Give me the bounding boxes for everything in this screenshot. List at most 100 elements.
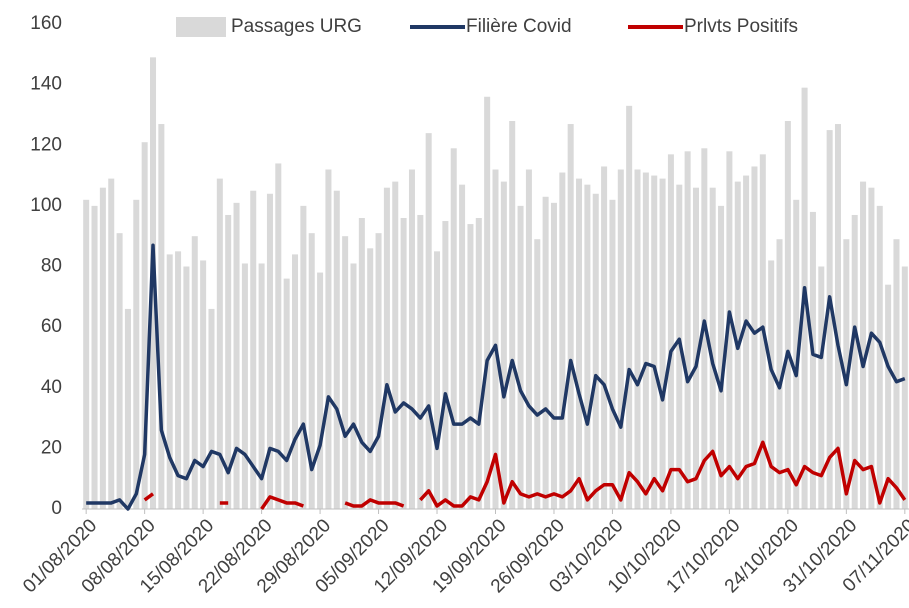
bar xyxy=(851,214,858,509)
bar xyxy=(793,199,800,509)
legend-swatch xyxy=(176,17,226,37)
bar xyxy=(266,193,273,509)
bar xyxy=(525,169,532,509)
bar xyxy=(250,190,257,509)
bar xyxy=(392,181,399,509)
bar xyxy=(158,124,165,509)
bar xyxy=(408,169,415,509)
bar xyxy=(367,248,374,509)
bar xyxy=(459,184,466,509)
bar xyxy=(292,254,299,509)
bar xyxy=(709,187,716,509)
bar xyxy=(718,205,725,509)
bar xyxy=(559,172,566,509)
bar xyxy=(383,187,390,509)
y-tick-label: 40 xyxy=(41,377,62,398)
bar xyxy=(450,148,457,509)
bar xyxy=(651,175,658,509)
y-tick-label: 80 xyxy=(41,256,62,277)
bar xyxy=(191,236,198,509)
bar xyxy=(342,236,349,509)
bar xyxy=(584,184,591,509)
bar xyxy=(325,169,332,509)
legend-label: Passages URG xyxy=(231,16,362,37)
bar xyxy=(434,251,441,509)
bar xyxy=(834,124,842,509)
y-tick-label: 100 xyxy=(30,195,62,216)
bar xyxy=(350,263,357,509)
y-tick-label: 140 xyxy=(30,74,62,95)
bar xyxy=(216,178,223,509)
legend-label: Prlvts Positifs xyxy=(684,16,798,37)
bar xyxy=(634,169,641,509)
bar xyxy=(626,105,633,509)
bar xyxy=(776,239,783,509)
y-tick-label: 0 xyxy=(51,498,62,519)
line-series xyxy=(143,440,907,510)
bar xyxy=(317,272,324,509)
bar xyxy=(241,263,248,509)
bar xyxy=(592,193,599,509)
bar xyxy=(475,218,482,509)
bar xyxy=(809,211,816,509)
bar xyxy=(860,181,867,509)
bar xyxy=(124,308,131,509)
y-tick-label: 160 xyxy=(30,13,62,34)
y-tick-label: 120 xyxy=(30,134,62,155)
bar xyxy=(91,205,98,509)
bar xyxy=(601,166,608,509)
y-tick-label: 20 xyxy=(41,437,62,458)
bar xyxy=(901,266,908,509)
bar xyxy=(258,263,265,509)
bar xyxy=(308,233,315,509)
bar xyxy=(175,251,182,509)
bar xyxy=(743,175,750,509)
bar xyxy=(659,178,666,509)
y-tick-label: 60 xyxy=(41,316,62,337)
bar xyxy=(609,199,616,509)
bar xyxy=(667,154,674,509)
bar xyxy=(550,202,557,509)
bar xyxy=(576,178,583,509)
bar xyxy=(375,233,382,509)
bar xyxy=(826,130,833,509)
bar xyxy=(417,214,424,509)
bar xyxy=(617,169,624,509)
bar xyxy=(893,239,900,509)
bar xyxy=(484,96,491,509)
bar xyxy=(818,266,825,509)
bar xyxy=(333,190,340,509)
bar xyxy=(183,266,190,509)
bar xyxy=(233,202,240,509)
bar xyxy=(492,169,499,509)
bar xyxy=(442,221,449,509)
legend-label: Filière Covid xyxy=(466,16,572,37)
bar xyxy=(425,133,432,509)
bar xyxy=(784,121,791,509)
bar xyxy=(275,163,282,509)
bar xyxy=(692,187,699,509)
bar xyxy=(684,151,691,509)
bar xyxy=(116,233,123,509)
bar xyxy=(283,278,290,509)
bar xyxy=(751,166,758,509)
bar xyxy=(500,181,507,509)
line-series xyxy=(86,243,906,511)
bar xyxy=(876,205,883,509)
bar xyxy=(400,218,407,509)
bar xyxy=(225,214,232,509)
bar xyxy=(768,260,775,509)
bar xyxy=(726,151,733,509)
bar xyxy=(200,260,207,509)
bar xyxy=(509,121,516,509)
bar xyxy=(534,239,541,509)
bar xyxy=(99,187,106,509)
bar xyxy=(133,199,140,509)
bar xyxy=(83,199,90,509)
bar xyxy=(517,205,524,509)
bar xyxy=(208,308,215,509)
bar xyxy=(567,124,574,509)
bar xyxy=(467,224,474,509)
bar xyxy=(642,172,649,509)
